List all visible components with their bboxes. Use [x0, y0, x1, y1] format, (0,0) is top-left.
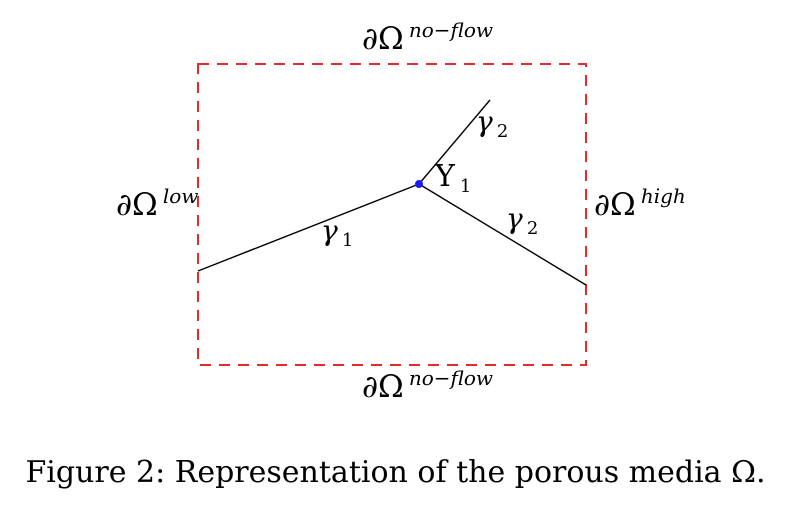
- fracture-gamma1: [197, 183, 420, 272]
- label-gamma1: γ 1: [321, 214, 353, 251]
- label-boundary-bottom: ∂Ω no−flow: [362, 366, 493, 405]
- fracture-gamma2-upper: [418, 99, 491, 185]
- figure-caption: Figure 2: Representation of the porous m…: [25, 455, 766, 490]
- label-gamma2-lower: γ 2: [506, 202, 538, 239]
- domain-boundary: [197, 63, 587, 366]
- junction-point: [415, 180, 423, 188]
- label-junction-upsilon1: Υ 1: [434, 159, 471, 197]
- fracture-gamma2-lower: [418, 183, 587, 286]
- label-boundary-left: ∂Ω low: [116, 184, 198, 223]
- label-gamma2-upper: γ 2: [476, 105, 508, 142]
- label-boundary-top: ∂Ω no−flow: [362, 18, 493, 57]
- label-boundary-right: ∂Ω high: [594, 184, 686, 223]
- porous-media-diagram: ∂Ω no−flow ∂Ω no−flow ∂Ω low ∂Ω high γ 1…: [116, 18, 686, 405]
